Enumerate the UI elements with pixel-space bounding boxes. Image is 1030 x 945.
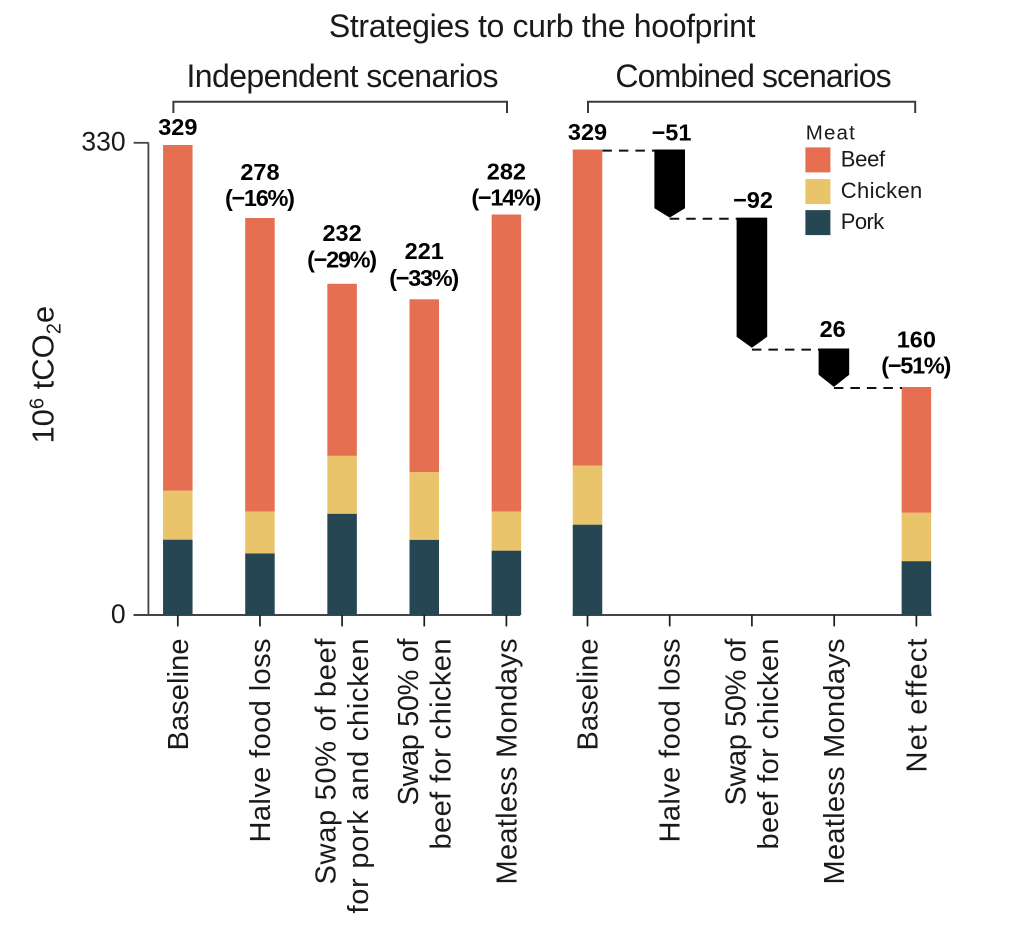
svg-text:Swap 50% of: Swap 50% of bbox=[393, 638, 425, 806]
svg-text:(−33%): (−33%) bbox=[389, 265, 459, 291]
svg-text:282: 282 bbox=[487, 158, 526, 184]
svg-text:Combined scenarios: Combined scenarios bbox=[615, 58, 891, 94]
svg-text:160: 160 bbox=[897, 327, 936, 353]
svg-text:−51: −51 bbox=[652, 119, 692, 145]
svg-text:Halve food loss: Halve food loss bbox=[655, 639, 687, 843]
svg-text:Beef: Beef bbox=[841, 146, 886, 171]
svg-text:−92: −92 bbox=[733, 187, 773, 213]
svg-text:(−51%): (−51%) bbox=[881, 353, 951, 379]
svg-text:Pork: Pork bbox=[841, 209, 886, 234]
svg-text:329: 329 bbox=[568, 119, 607, 145]
svg-text:Net effect: Net effect bbox=[901, 639, 933, 773]
svg-text:Swap 50% of: Swap 50% of bbox=[720, 638, 752, 806]
svg-text:beef for chicken: beef for chicken bbox=[753, 639, 785, 850]
svg-text:beef for chicken: beef for chicken bbox=[425, 639, 457, 850]
svg-text:Baseline: Baseline bbox=[573, 639, 605, 751]
svg-text:330: 330 bbox=[81, 127, 125, 157]
svg-text:329: 329 bbox=[158, 114, 197, 140]
svg-text:26: 26 bbox=[820, 316, 846, 342]
svg-text:Swap 50% of beef: Swap 50% of beef bbox=[311, 638, 343, 885]
svg-text:for pork and chicken: for pork and chicken bbox=[343, 639, 375, 914]
svg-text:106 tCO2e: 106 tCO2e bbox=[25, 306, 65, 444]
svg-text:221: 221 bbox=[405, 238, 444, 264]
svg-text:Chicken: Chicken bbox=[841, 178, 923, 203]
svg-text:(−16%): (−16%) bbox=[225, 185, 295, 211]
svg-text:Meatless Mondays: Meatless Mondays bbox=[491, 639, 523, 885]
svg-text:Independent scenarios: Independent scenarios bbox=[187, 58, 499, 94]
svg-text:(−29%): (−29%) bbox=[307, 247, 377, 273]
svg-text:Meatless Mondays: Meatless Mondays bbox=[819, 639, 851, 885]
svg-text:278: 278 bbox=[240, 159, 279, 185]
svg-text:Meat: Meat bbox=[806, 121, 855, 144]
svg-text:232: 232 bbox=[322, 220, 361, 246]
svg-text:Baseline: Baseline bbox=[163, 639, 195, 751]
svg-text:Halve food loss: Halve food loss bbox=[245, 639, 277, 843]
svg-text:0: 0 bbox=[111, 599, 126, 629]
svg-text:(−14%): (−14%) bbox=[471, 185, 541, 211]
svg-text:Strategies to curb the hoofpri: Strategies to curb the hoofprint bbox=[329, 8, 756, 44]
